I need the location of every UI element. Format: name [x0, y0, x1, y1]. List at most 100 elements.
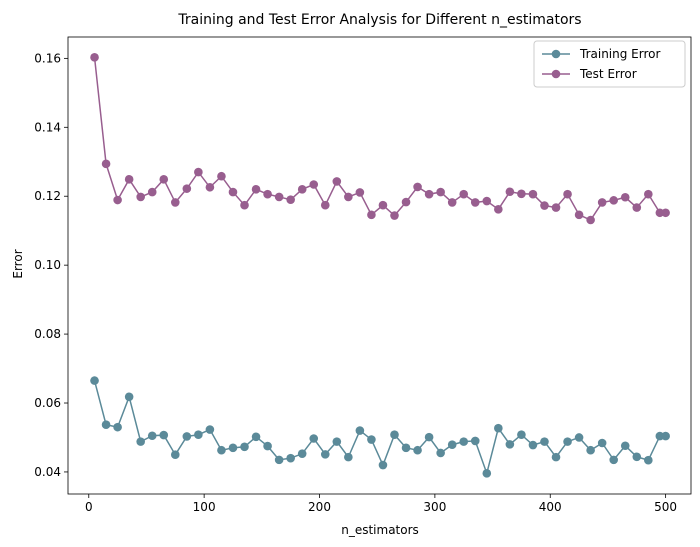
plot-area: 0 100 200 300 400 500 0.04 0.06 0.08 0.10 0.12 0.14…: [34, 36, 692, 514]
data-point: [113, 422, 122, 432]
data-point: [401, 443, 411, 453]
data-point: [297, 449, 307, 458]
data-point: [90, 376, 99, 385]
legend-label: Training Error: [579, 47, 660, 61]
data-point: [90, 53, 99, 62]
data-point: [551, 452, 561, 462]
data-point: [367, 210, 376, 220]
data-point: [517, 189, 526, 199]
data-point: [609, 455, 619, 465]
data-point: [551, 203, 561, 212]
data-point: [147, 187, 157, 197]
y-tick-label: 0.06: [34, 396, 61, 410]
data-point: [320, 200, 330, 210]
data-point: [367, 435, 376, 444]
chart-title: Training and Test Error Analysis for Dif…: [177, 12, 581, 28]
data-point: [447, 198, 457, 207]
data-point: [228, 187, 238, 197]
data-point: [620, 441, 630, 451]
legend-marker: [551, 69, 561, 79]
data-point: [124, 392, 134, 402]
data-point: [320, 450, 330, 459]
data-point: [159, 175, 169, 184]
legend-label: Test Error: [579, 67, 637, 81]
data-point: [563, 437, 572, 446]
data-point: [644, 455, 653, 465]
data-point: [447, 440, 457, 450]
x-tick-label: 0: [85, 500, 93, 514]
data-point: [505, 440, 515, 449]
x-tick-label: 400: [539, 500, 562, 514]
legend-box: [533, 40, 686, 88]
data-point: [482, 469, 492, 478]
data-point: [136, 192, 145, 202]
data-point: [390, 211, 399, 220]
data-point: [297, 185, 307, 194]
data-point: [413, 445, 422, 455]
data-point: [251, 185, 261, 194]
x-tick-label: 300: [423, 500, 446, 514]
data-point: [194, 430, 203, 440]
data-point: [251, 432, 261, 442]
data-point: [390, 430, 399, 440]
data-point: [597, 198, 607, 207]
data-point: [505, 187, 515, 197]
data-point: [586, 215, 595, 225]
data-point: [344, 452, 353, 462]
y-tick-label: 0.16: [34, 51, 61, 65]
data-point: [274, 192, 284, 202]
data-point: [661, 431, 670, 441]
y-tick-label: 0.04: [34, 465, 61, 479]
data-point: [170, 198, 180, 207]
y-axis-label: Error: [11, 249, 25, 278]
data-point: [355, 426, 365, 435]
y-tick-label: 0.10: [34, 258, 61, 272]
data-point: [113, 195, 122, 205]
data-point: [644, 189, 653, 199]
data-point: [205, 425, 215, 434]
data-point: [597, 438, 607, 448]
data-point: [194, 167, 203, 177]
data-point: [563, 189, 572, 199]
data-point: [332, 177, 342, 186]
data-point: [147, 431, 157, 441]
data-point: [182, 184, 192, 193]
x-tick-label: 500: [654, 500, 677, 514]
data-point: [263, 189, 272, 199]
data-point: [309, 180, 319, 189]
data-point: [632, 452, 642, 462]
data-point: [378, 200, 388, 210]
data-point: [101, 420, 111, 430]
data-point: [286, 453, 295, 463]
data-point: [574, 210, 584, 220]
data-point: [413, 182, 422, 192]
data-point: [217, 445, 226, 455]
data-point: [470, 436, 480, 446]
data-point: [182, 432, 192, 441]
data-point: [482, 196, 492, 206]
data-point: [274, 455, 284, 465]
data-point: [378, 460, 388, 470]
data-point: [586, 445, 595, 455]
data-point: [470, 198, 480, 207]
data-point: [574, 433, 584, 442]
data-point: [401, 197, 411, 207]
data-point: [217, 171, 226, 181]
data-point: [286, 195, 295, 204]
data-point: [344, 192, 353, 202]
data-point: [424, 432, 434, 442]
x-tick-label: 100: [193, 500, 216, 514]
y-tick-label: 0.14: [34, 120, 61, 134]
data-point: [101, 159, 111, 169]
data-point: [424, 189, 434, 199]
y-tick-label: 0.08: [34, 327, 61, 341]
x-tick-label: 200: [308, 500, 331, 514]
data-point: [494, 423, 503, 433]
data-point: [240, 200, 249, 210]
data-point: [228, 443, 238, 453]
data-point: [632, 203, 642, 212]
data-point: [436, 187, 445, 197]
data-point: [309, 434, 319, 443]
